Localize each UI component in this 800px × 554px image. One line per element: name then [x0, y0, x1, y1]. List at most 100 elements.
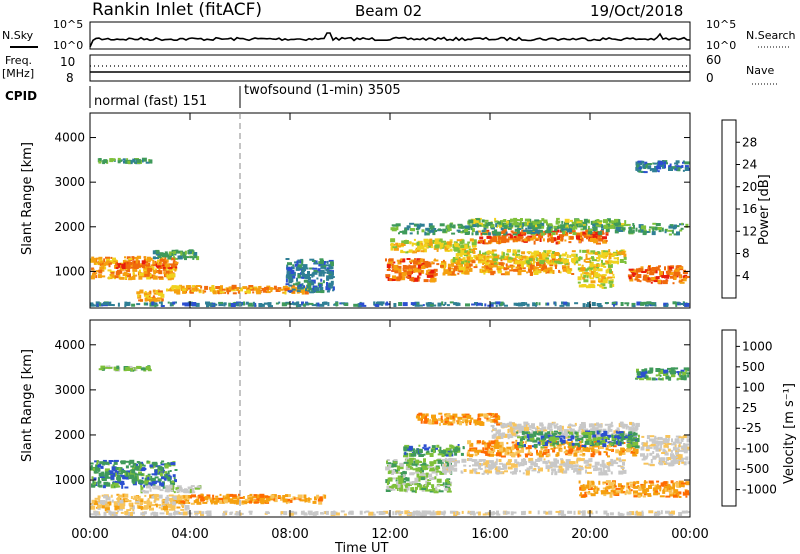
scatter-cell-band-7	[430, 244, 433, 249]
scatter-cell-band-14	[653, 162, 659, 165]
scatter-cell-band-7	[504, 470, 508, 473]
scatter-cell-band-7	[395, 242, 399, 246]
scatter-cell-band-4	[305, 287, 310, 291]
scatter-cell-band-4	[368, 511, 374, 516]
scatter-cell-band-8	[582, 449, 585, 451]
scatter-cell-band-10	[439, 422, 441, 426]
scatter-cell-band-5	[124, 304, 127, 308]
scatter-cell-band-5	[683, 302, 685, 306]
scatter-cell-band-0	[131, 275, 136, 280]
scatter-cell-band-5	[102, 303, 107, 306]
scatter-cell-band-7	[463, 246, 468, 250]
scatter-cell-band-9	[561, 259, 567, 264]
scatter-cell-band-5	[437, 459, 443, 464]
scatter-cell-band-7	[429, 238, 433, 243]
scatter-cell-band-12	[634, 278, 639, 281]
scatter-cell-band-2	[194, 487, 200, 490]
scatter-cell-band-5	[106, 302, 109, 305]
scatter-cell-band-11	[596, 219, 600, 222]
scatter-cell-band-4	[178, 512, 181, 514]
scatter-cell-band-2	[154, 257, 159, 259]
scatter-cell-band-7	[471, 459, 476, 462]
scatter-cell-band-5	[401, 476, 404, 480]
scatter-cell-band-11	[543, 221, 548, 224]
scatter-cell-band-8	[635, 448, 639, 453]
scatter-cell-band-0	[132, 480, 136, 485]
scatter-cell-band-11	[471, 224, 474, 228]
scatter-cell-band-5	[409, 466, 414, 470]
scatter-cell-band-11	[520, 218, 523, 221]
scatter-cell-band-4	[343, 513, 347, 516]
scatter-cell-band-8	[507, 452, 510, 455]
scatter-cell-band-8	[468, 259, 473, 263]
scatter-cell-band-7	[476, 472, 481, 475]
scatter-cell-band-3	[187, 495, 192, 497]
scatter-cell-band-5	[495, 301, 501, 305]
scatter-cell-band-8	[458, 266, 464, 271]
scatter-cell-band-3	[238, 493, 240, 496]
scatter-cell-band-5	[228, 302, 232, 307]
scatter-cell-band-11	[527, 221, 530, 226]
scatter-cell-band-3	[215, 498, 219, 503]
scatter-cell-band-0	[109, 260, 115, 263]
scatter-cell-band-4	[182, 288, 187, 293]
scatter-cell-band-3	[138, 299, 144, 302]
scatter-cell-band-9	[602, 250, 608, 253]
scatter-cell-band-3	[259, 493, 265, 498]
scatter-cell-band-0	[166, 274, 171, 279]
scatter-cell-band-16	[517, 228, 522, 231]
scatter-cell-band-2	[189, 256, 193, 259]
scatter-cell-band-17	[288, 273, 294, 278]
scatter-cell-band-0	[97, 463, 102, 468]
scatter-cell-band-10	[492, 238, 497, 243]
scatter-cell-band-14	[635, 161, 638, 166]
scatter-cell-band-5	[427, 302, 432, 305]
scatter-cell-band-8	[582, 453, 585, 456]
scatter-cell-band-5	[425, 302, 429, 306]
scatter-cell-band-12	[628, 276, 632, 280]
scatter-cell-band-9	[551, 423, 554, 426]
scatter-cell-band-7	[516, 461, 520, 465]
scatter-cell-band-14	[652, 162, 655, 165]
scatter-cell-band-11	[477, 222, 483, 226]
scatter-cell-band-11	[557, 224, 562, 228]
scatter-cell-band-0	[157, 466, 163, 471]
scatter-cell-band-7	[618, 470, 624, 475]
scatter-cell-band-13	[599, 284, 603, 288]
scatter-cell-band-3	[198, 495, 203, 499]
scatter-cell-band-7	[442, 458, 446, 462]
scatter-cell-band-5	[396, 489, 399, 491]
scatter-cell-band-7	[622, 469, 627, 474]
scatter-cell-band-17	[301, 259, 304, 263]
scatter-cell-band-7	[570, 461, 576, 465]
nave-tick-bottom: 0	[706, 71, 714, 85]
scatter-cell-band-4	[170, 286, 174, 291]
cpid-mode-1: normal (fast) 151	[94, 94, 207, 109]
scatter-cell-band-9	[483, 255, 486, 260]
scatter-cell-band-17	[318, 263, 321, 267]
scatter-cell-band-16	[664, 229, 667, 231]
scatter-cell-band-10	[479, 236, 484, 240]
scatter-cell-band-8	[515, 439, 518, 442]
scatter-cell-band-9	[452, 258, 456, 263]
scatter-cell-band-5	[252, 301, 255, 306]
scatter-cell-band-12	[681, 278, 684, 281]
scatter-cell-band-8	[561, 443, 565, 446]
scatter-cell-band-5	[409, 457, 415, 460]
scatter-cell-band-16	[534, 229, 540, 234]
scatter-cell-band-14	[656, 165, 662, 170]
scatter-cell-band-9	[533, 253, 537, 258]
scatter-cell-band-7	[538, 467, 543, 472]
scatter-cell-band-5	[435, 466, 439, 471]
scatter-cell-band-3	[190, 495, 192, 499]
scatter-cell-band-4	[288, 512, 294, 516]
scatter-cell-band-2	[165, 485, 169, 490]
scatter-cell-band-2	[164, 489, 168, 493]
scatter-cell-band-0	[151, 481, 157, 485]
scatter-cell-band-4	[477, 511, 481, 516]
scatter-cell-band-7	[486, 464, 491, 466]
colorbar-tick-label: 16	[742, 202, 757, 216]
scatter-cell-band-14	[635, 166, 640, 171]
scatter-cell-band-0	[90, 466, 93, 471]
